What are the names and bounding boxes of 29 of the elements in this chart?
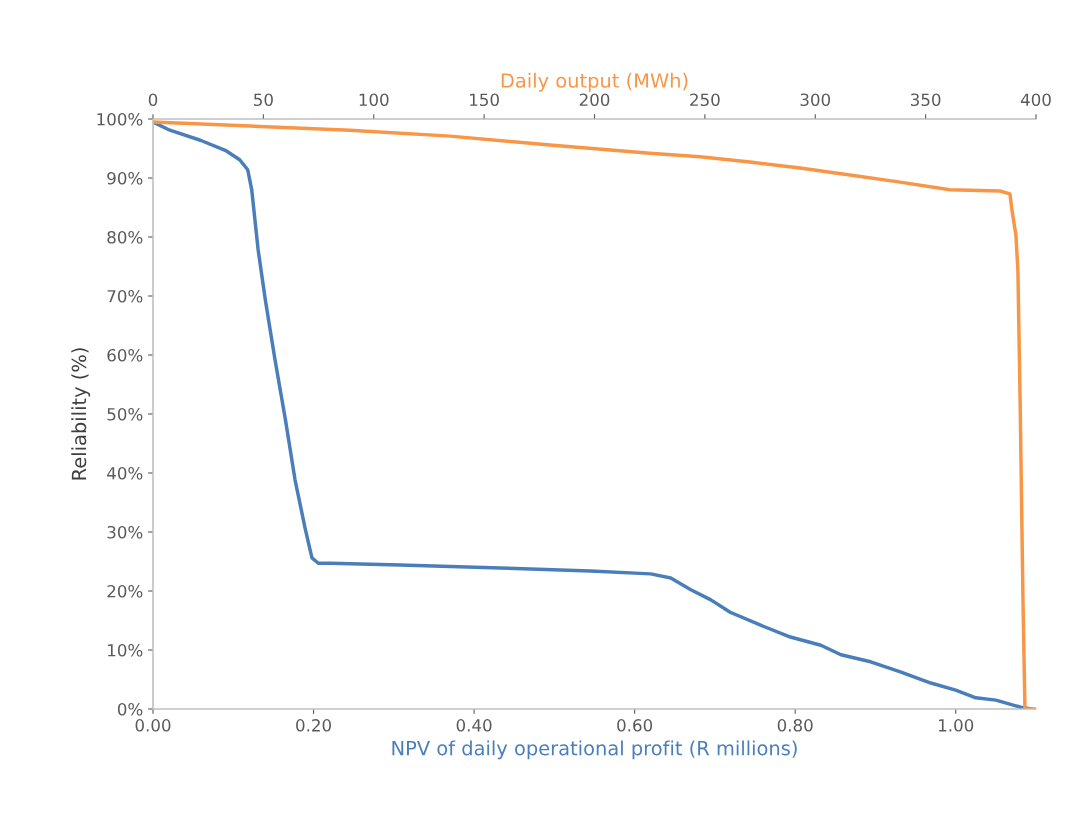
- y-tick-label: 80%: [107, 230, 143, 244]
- x2-tick-label: 50: [254, 93, 273, 107]
- x2-tick-label: 200: [579, 93, 610, 107]
- x2-tick-label: 350: [910, 93, 941, 107]
- x-tick-label: 0.60: [617, 719, 653, 732]
- y-tick-label: 0%: [117, 702, 143, 716]
- x-tick-label: 1.00: [939, 719, 974, 732]
- x2-tick-label: 150: [470, 93, 499, 107]
- x2-tick-label: 300: [800, 93, 831, 107]
- x2-axis-title: Daily output (MWh): [501, 72, 688, 92]
- x2-tick-label: 0: [148, 93, 158, 107]
- y-tick-label: 10%: [108, 643, 143, 657]
- x-axis-title: NPV of daily operational profit (R millions): [392, 740, 797, 760]
- y-tick-label: 50%: [107, 407, 143, 421]
- x2-tick-label: 400: [1020, 93, 1051, 107]
- x-tick-label: 0.40: [456, 719, 492, 732]
- y-tick-label: 100%: [97, 112, 143, 126]
- y-tick-label: 40%: [107, 466, 143, 480]
- x-tick-label: 0.20: [296, 719, 331, 732]
- y-tick-label: 70%: [107, 289, 143, 303]
- x-tick-label: 0.80: [777, 719, 813, 732]
- x2-tick-label: 100: [359, 93, 389, 107]
- y-tick-label: 20%: [107, 584, 143, 598]
- y-tick-label: 60%: [107, 348, 143, 362]
- y-axis-title: Reliability (%): [71, 348, 91, 480]
- y-tick-label: 30%: [107, 525, 143, 539]
- x2-tick-label: 250: [690, 93, 720, 107]
- x-tick-label: 0.00: [135, 719, 171, 732]
- y-tick-label: 90%: [107, 171, 143, 185]
